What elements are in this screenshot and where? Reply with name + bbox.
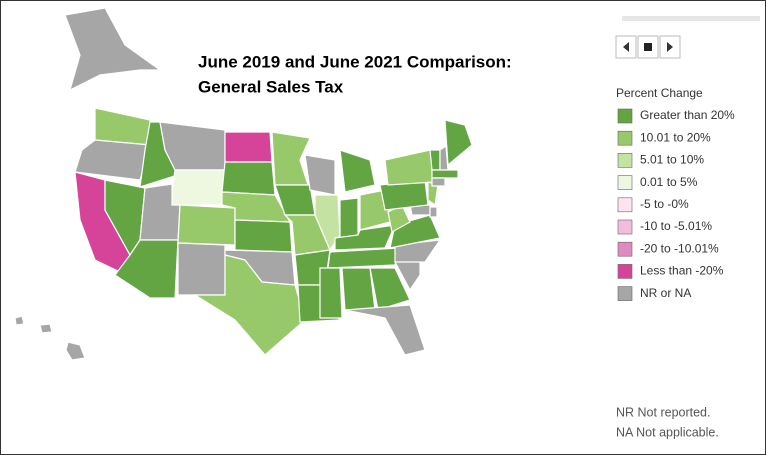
state[interactable] [431,169,459,179]
state[interactable] [224,131,273,163]
legend-label: 0.01 to 5% [640,175,698,189]
state[interactable] [192,254,306,356]
state[interactable] [177,204,236,246]
legend-label: Less than -20% [640,264,724,278]
state[interactable] [64,7,162,92]
state[interactable] [344,304,426,356]
state[interactable] [14,315,25,326]
legend-swatch [617,264,633,279]
legend: Greater than 20% 10.01 to 20% 5.01 to 10% 0… [617,108,735,301]
title: General Sales Tax [198,77,344,96]
title: June 2019 and June 2021 Comparison: [198,52,512,71]
state[interactable] [271,131,311,186]
legend-swatch [617,286,633,301]
slider-track[interactable] [622,16,760,21]
state[interactable] [221,161,276,196]
state[interactable] [304,154,336,196]
state[interactable] [369,267,411,311]
state[interactable] [169,169,226,206]
legend-label: 10.01 to 20% [640,130,711,144]
legend-swatch [617,219,633,235]
state[interactable] [177,242,226,296]
state[interactable] [341,267,376,311]
state[interactable] [74,139,151,181]
legend-swatch [617,241,633,257]
note: NA Not applicable. [616,425,719,439]
legend-label: -10 to -5.01% [640,219,712,233]
stop-icon [644,43,652,51]
state[interactable] [327,247,401,269]
next-icon [667,42,673,52]
state[interactable] [339,197,359,239]
legend-label: NR or NA [640,286,691,300]
legend-swatch [617,153,633,168]
state[interactable] [429,149,441,171]
prev-icon [623,42,629,52]
state[interactable] [429,206,438,218]
note: NR Not reported. [616,405,710,419]
legend-label: Greater than 20% [640,108,735,122]
legend-swatch [617,197,633,213]
state[interactable] [394,239,442,263]
legend-title: Percent Change [616,86,703,100]
legend-swatch [617,175,633,190]
legend-label: 5.01 to 10% [640,153,704,167]
legend-label: -20 to -10.01% [640,241,719,255]
state[interactable] [444,119,473,167]
state[interactable] [39,323,53,334]
legend-swatch [617,108,633,124]
state[interactable] [339,149,376,193]
state[interactable] [319,267,343,319]
legend-swatch [617,130,633,146]
us-map [14,7,473,361]
legend-label: -5 to -0% [640,197,689,211]
state[interactable] [431,177,446,187]
state[interactable] [65,341,86,361]
state[interactable] [234,219,293,253]
